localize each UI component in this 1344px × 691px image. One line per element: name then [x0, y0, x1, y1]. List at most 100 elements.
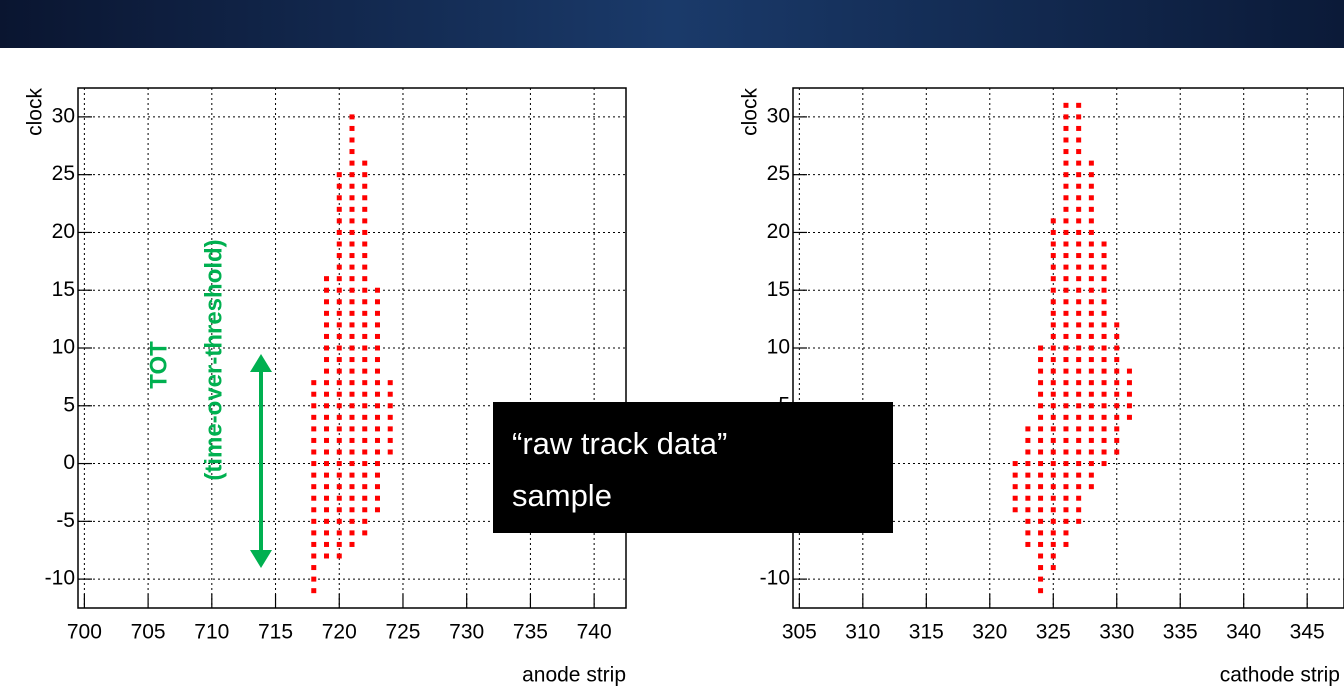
point: [336, 553, 342, 559]
point: [1063, 368, 1069, 374]
point: [1063, 541, 1069, 547]
point: [1063, 218, 1069, 224]
y-tick-label: 5: [63, 393, 75, 416]
point: [324, 380, 330, 386]
point: [1088, 333, 1094, 339]
y-tick-label: 30: [767, 104, 790, 127]
point: [1101, 310, 1107, 316]
point: [336, 322, 342, 328]
point: [336, 206, 342, 212]
y-tick-label: 0: [63, 451, 75, 474]
point: [311, 414, 317, 420]
point: [349, 206, 355, 212]
y-tick-label: 15: [52, 278, 75, 301]
point: [1088, 310, 1094, 316]
point: [1076, 495, 1082, 501]
point: [349, 229, 355, 235]
point: [1038, 553, 1044, 559]
point: [362, 449, 368, 455]
point: [349, 276, 355, 282]
point: [1063, 114, 1069, 120]
annotation: (time-over-threshold): [200, 239, 227, 480]
point: [362, 287, 368, 293]
point: [311, 449, 317, 455]
point: [362, 426, 368, 432]
callout-bg: [493, 402, 893, 533]
point: [1076, 183, 1082, 189]
point: [374, 461, 380, 467]
point: [387, 391, 393, 397]
point: [1076, 380, 1082, 386]
point: [1050, 345, 1056, 351]
point: [311, 426, 317, 432]
point: [1025, 507, 1031, 513]
point: [324, 507, 330, 513]
point: [336, 461, 342, 467]
point: [336, 183, 342, 189]
point: [1063, 437, 1069, 443]
point: [349, 218, 355, 224]
x-tick-label: 330: [1099, 621, 1134, 644]
point: [1050, 368, 1056, 374]
callout-box: “raw track data” sample: [493, 402, 893, 533]
point: [1126, 414, 1132, 420]
point: [336, 299, 342, 305]
point: [374, 437, 380, 443]
point: [336, 530, 342, 536]
point: [1063, 241, 1069, 247]
y-tick-label: 10: [767, 336, 790, 359]
point: [336, 310, 342, 316]
point: [349, 195, 355, 201]
point: [1088, 472, 1094, 478]
x-tick-label: 705: [131, 621, 166, 644]
point: [1088, 368, 1094, 374]
point: [1050, 218, 1056, 224]
callout-text: sample: [512, 478, 612, 513]
point: [362, 253, 368, 259]
point: [362, 495, 368, 501]
point: [1101, 391, 1107, 397]
point: [349, 253, 355, 259]
point: [374, 426, 380, 432]
point: [1050, 229, 1056, 235]
point: [1126, 391, 1132, 397]
point: [349, 299, 355, 305]
point: [349, 414, 355, 420]
tot-annotation: TOT (time-over-threshold): [145, 239, 272, 568]
point: [1076, 149, 1082, 155]
point: [1076, 264, 1082, 270]
point: [1025, 518, 1031, 524]
point: [1101, 426, 1107, 432]
point: [349, 114, 355, 120]
point: [324, 310, 330, 316]
point: [1063, 380, 1069, 386]
point: [1050, 565, 1056, 571]
point: [311, 565, 317, 571]
point: [324, 426, 330, 432]
point: [1063, 149, 1069, 155]
point: [1050, 414, 1056, 420]
point: [1038, 588, 1044, 594]
point: [349, 472, 355, 478]
point: [374, 299, 380, 305]
point: [1025, 461, 1031, 467]
point: [336, 264, 342, 270]
point: [311, 518, 317, 524]
point: [336, 241, 342, 247]
point: [1088, 484, 1094, 490]
y-axis-label: clock: [24, 88, 47, 136]
point: [1050, 541, 1056, 547]
point: [336, 287, 342, 293]
point: [374, 414, 380, 420]
point: [336, 414, 342, 420]
point: [1114, 322, 1120, 328]
point: [324, 276, 330, 282]
point: [311, 380, 317, 386]
point: [349, 368, 355, 374]
y-tick-label: 15: [767, 278, 790, 301]
point: [374, 391, 380, 397]
point: [1076, 229, 1082, 235]
point: [1076, 403, 1082, 409]
point: [1088, 195, 1094, 201]
point: [374, 357, 380, 363]
